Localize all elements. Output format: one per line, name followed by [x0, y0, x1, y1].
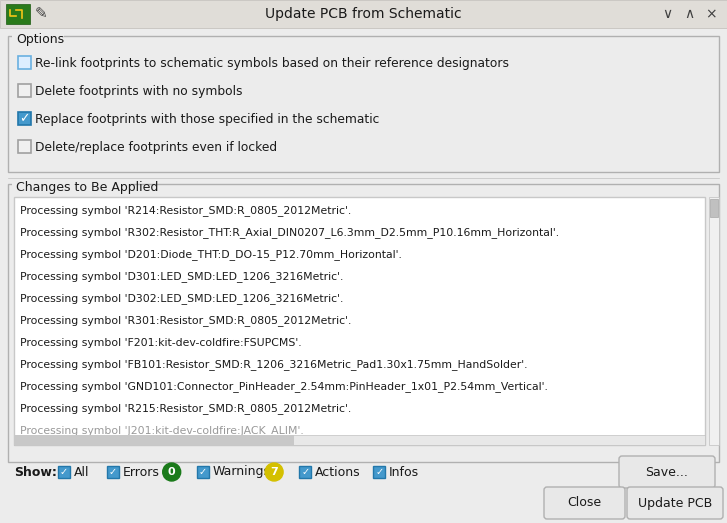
Text: Save...: Save... — [646, 465, 688, 479]
Text: ✓: ✓ — [198, 467, 206, 477]
Text: 7: 7 — [270, 467, 278, 477]
FancyBboxPatch shape — [12, 182, 130, 192]
FancyBboxPatch shape — [14, 197, 705, 445]
FancyBboxPatch shape — [709, 197, 719, 445]
FancyBboxPatch shape — [197, 466, 209, 478]
FancyBboxPatch shape — [6, 4, 30, 24]
Text: Options: Options — [16, 32, 64, 46]
Circle shape — [163, 463, 181, 481]
Text: Show:: Show: — [14, 465, 57, 479]
Text: 0: 0 — [168, 467, 175, 477]
Text: Processing symbol 'GND101:Connector_PinHeader_2.54mm:PinHeader_1x01_P2.54mm_Vert: Processing symbol 'GND101:Connector_PinH… — [20, 382, 548, 392]
Text: Update PCB from Schematic: Update PCB from Schematic — [265, 7, 462, 21]
FancyBboxPatch shape — [627, 487, 723, 519]
FancyBboxPatch shape — [18, 140, 31, 153]
FancyBboxPatch shape — [373, 466, 385, 478]
Text: Processing symbol 'R214:Resistor_SMD:R_0805_2012Metric'.: Processing symbol 'R214:Resistor_SMD:R_0… — [20, 206, 351, 217]
FancyBboxPatch shape — [8, 184, 719, 462]
Text: Update PCB: Update PCB — [638, 496, 712, 509]
Text: Processing symbol 'R302:Resistor_THT:R_Axial_DIN0207_L6.3mm_D2.5mm_P10.16mm_Hori: Processing symbol 'R302:Resistor_THT:R_A… — [20, 228, 559, 238]
Text: Processing symbol 'D302:LED_SMD:LED_1206_3216Metric'.: Processing symbol 'D302:LED_SMD:LED_1206… — [20, 293, 343, 304]
Text: All: All — [74, 465, 89, 479]
Text: Processing symbol 'FB101:Resistor_SMD:R_1206_3216Metric_Pad1.30x1.75mm_HandSolde: Processing symbol 'FB101:Resistor_SMD:R_… — [20, 359, 528, 370]
Text: Processing symbol 'R215:Resistor_SMD:R_0805_2012Metric'.: Processing symbol 'R215:Resistor_SMD:R_0… — [20, 404, 351, 414]
Text: ✓: ✓ — [60, 467, 68, 477]
FancyBboxPatch shape — [299, 466, 311, 478]
Text: Replace footprints with those specified in the schematic: Replace footprints with those specified … — [35, 112, 379, 126]
Text: Processing symbol 'D301:LED_SMD:LED_1206_3216Metric'.: Processing symbol 'D301:LED_SMD:LED_1206… — [20, 271, 343, 282]
FancyBboxPatch shape — [18, 56, 31, 69]
Text: Actions: Actions — [315, 465, 361, 479]
Text: ✓: ✓ — [19, 112, 30, 125]
Text: ✓: ✓ — [109, 467, 117, 477]
Text: ✎: ✎ — [35, 6, 48, 21]
FancyBboxPatch shape — [107, 466, 119, 478]
FancyBboxPatch shape — [14, 435, 294, 445]
Circle shape — [265, 463, 283, 481]
FancyBboxPatch shape — [12, 34, 64, 44]
Text: ×: × — [705, 7, 717, 21]
FancyBboxPatch shape — [14, 435, 705, 445]
FancyBboxPatch shape — [8, 36, 719, 172]
Text: Processing symbol 'F201:kit-dev-coldfire:FSUPCMS'.: Processing symbol 'F201:kit-dev-coldfire… — [20, 338, 302, 348]
Text: Processing symbol 'R301:Resistor_SMD:R_0805_2012Metric'.: Processing symbol 'R301:Resistor_SMD:R_0… — [20, 315, 351, 326]
Text: Errors: Errors — [123, 465, 160, 479]
Text: Changes to Be Applied: Changes to Be Applied — [16, 180, 158, 194]
FancyBboxPatch shape — [18, 112, 31, 125]
FancyBboxPatch shape — [18, 84, 31, 97]
FancyBboxPatch shape — [619, 456, 715, 488]
Text: Warnings: Warnings — [213, 465, 270, 479]
Text: Close: Close — [568, 496, 601, 509]
Text: Processing symbol 'D201:Diode_THT:D_DO-15_P12.70mm_Horizontal'.: Processing symbol 'D201:Diode_THT:D_DO-1… — [20, 249, 402, 260]
Text: Processing symbol 'J201:kit-dev-coldfire:JACK_ALIM'.: Processing symbol 'J201:kit-dev-coldfire… — [20, 426, 304, 437]
Text: Re-link footprints to schematic symbols based on their reference designators: Re-link footprints to schematic symbols … — [35, 56, 509, 70]
Text: Infos: Infos — [389, 465, 419, 479]
Text: ∨: ∨ — [662, 7, 672, 21]
FancyBboxPatch shape — [544, 487, 625, 519]
Text: ✓: ✓ — [301, 467, 309, 477]
Text: ✓: ✓ — [375, 467, 383, 477]
Text: Delete/replace footprints even if locked: Delete/replace footprints even if locked — [35, 141, 277, 153]
FancyBboxPatch shape — [58, 466, 70, 478]
Text: ∧: ∧ — [684, 7, 694, 21]
FancyBboxPatch shape — [0, 0, 727, 28]
FancyBboxPatch shape — [710, 199, 718, 217]
Text: Delete footprints with no symbols: Delete footprints with no symbols — [35, 85, 243, 97]
